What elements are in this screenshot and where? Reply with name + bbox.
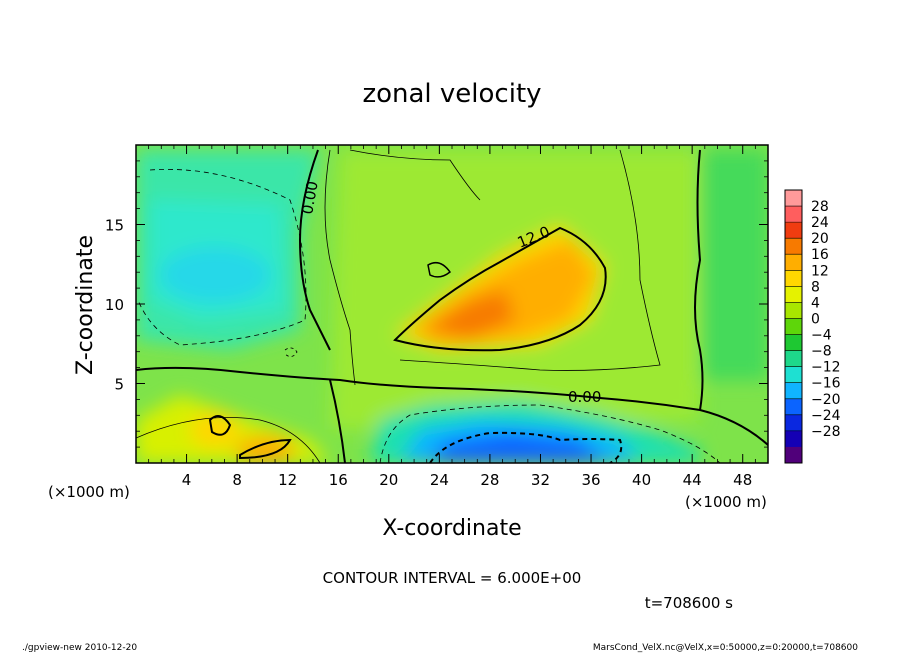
contour-label-zero-upper: 0.00: [298, 180, 322, 216]
x-tick-label: 28: [480, 471, 499, 489]
y-tick-label: 10: [105, 296, 124, 314]
colorbar-swatch: [785, 286, 802, 303]
contour-label-zero-lower: 0.00: [568, 388, 601, 406]
footer-left: ./gpview-new 2010-12-20: [22, 643, 137, 653]
x-tick-label: 24: [430, 471, 449, 489]
colorbar-tick-label: 28: [811, 199, 829, 215]
colorbar-swatch: [785, 254, 802, 271]
time-label: t=708600 s: [645, 594, 733, 612]
colorbar-tick-label: −24: [811, 408, 841, 424]
colorbar-swatch: [785, 414, 802, 432]
colorbar-swatch: [785, 318, 802, 335]
colorbar-tick-label: 12: [811, 263, 829, 279]
colorbar-swatch: [785, 334, 802, 351]
contour-12: [393, 226, 607, 352]
x-tick-label: 40: [632, 471, 651, 489]
x-axis-unit-left: (×1000 m): [48, 483, 130, 501]
colorbar-frame: [784, 189, 803, 464]
x-tick-label: 12: [278, 471, 297, 489]
plot-area: [136, 145, 768, 463]
colorbar-swatch: [785, 398, 802, 416]
y-axis-label: Z-coordinate: [73, 235, 98, 375]
contour-interval-text: CONTOUR INTERVAL = 6.000E+00: [323, 569, 582, 587]
colorbar-tick-label: −28: [811, 424, 841, 440]
x-tick-label: 8: [232, 471, 242, 489]
footer-right: MarsCond_VelX.nc@VelX,x=0:50000,z=0:2000…: [593, 643, 858, 653]
colorbar-tick-label: 0: [811, 311, 820, 327]
chart-title: zonal velocity: [362, 79, 541, 109]
colorbar-tick-label: −20: [811, 392, 841, 408]
contour-lines: [136, 149, 768, 463]
colorbar-swatch: [785, 190, 802, 207]
x-axis: 4 8 12 16 20 24 28 32 36 40 44 48: [148, 145, 756, 489]
colorbar-swatch: [785, 206, 802, 223]
colorbar-swatch: [785, 238, 802, 255]
x-tick-label: 48: [733, 471, 752, 489]
colorbar-swatch: [785, 350, 802, 367]
x-axis-label: X-coordinate: [382, 516, 521, 541]
x-tick-label: 44: [683, 471, 702, 489]
colorbar-tick-label: 24: [811, 215, 829, 231]
y-tick-label: 15: [105, 217, 124, 235]
colorbar-tick-label: 16: [811, 247, 829, 263]
y-tick-label: 5: [114, 376, 124, 394]
colorbar-swatch: [785, 446, 802, 464]
colorbar-swatch: [785, 430, 802, 448]
contour-zero-upper: [298, 149, 331, 351]
colorbar-tick-label: −16: [811, 376, 841, 392]
x-tick-label: 16: [329, 471, 348, 489]
x-axis-unit-right: (×1000 m): [685, 493, 767, 511]
x-tick-label: 20: [379, 471, 398, 489]
colorbar-tick-label: −8: [811, 344, 832, 360]
colorbar-swatch: [785, 382, 802, 400]
colorbar-swatch: [785, 366, 802, 384]
colorbar-tick-label: 20: [811, 231, 829, 247]
contour-zero-lower: [136, 366, 768, 446]
colorbar-tick-label: 4: [811, 295, 820, 311]
x-tick-label: 32: [531, 471, 550, 489]
colorbar-swatch: [785, 222, 802, 239]
x-tick-label: 4: [182, 471, 192, 489]
shaded-field: [136, 150, 768, 463]
colorbar-tick-label: −4: [811, 328, 832, 344]
colorbar-tick-label: −12: [811, 360, 841, 376]
colorbar-swatch: [785, 270, 802, 287]
colorbar-tick-label: 8: [811, 279, 820, 295]
colorbar-swatch: [785, 302, 802, 319]
y-axis: 5 10 15: [105, 160, 768, 448]
x-tick-label: 36: [581, 471, 600, 489]
